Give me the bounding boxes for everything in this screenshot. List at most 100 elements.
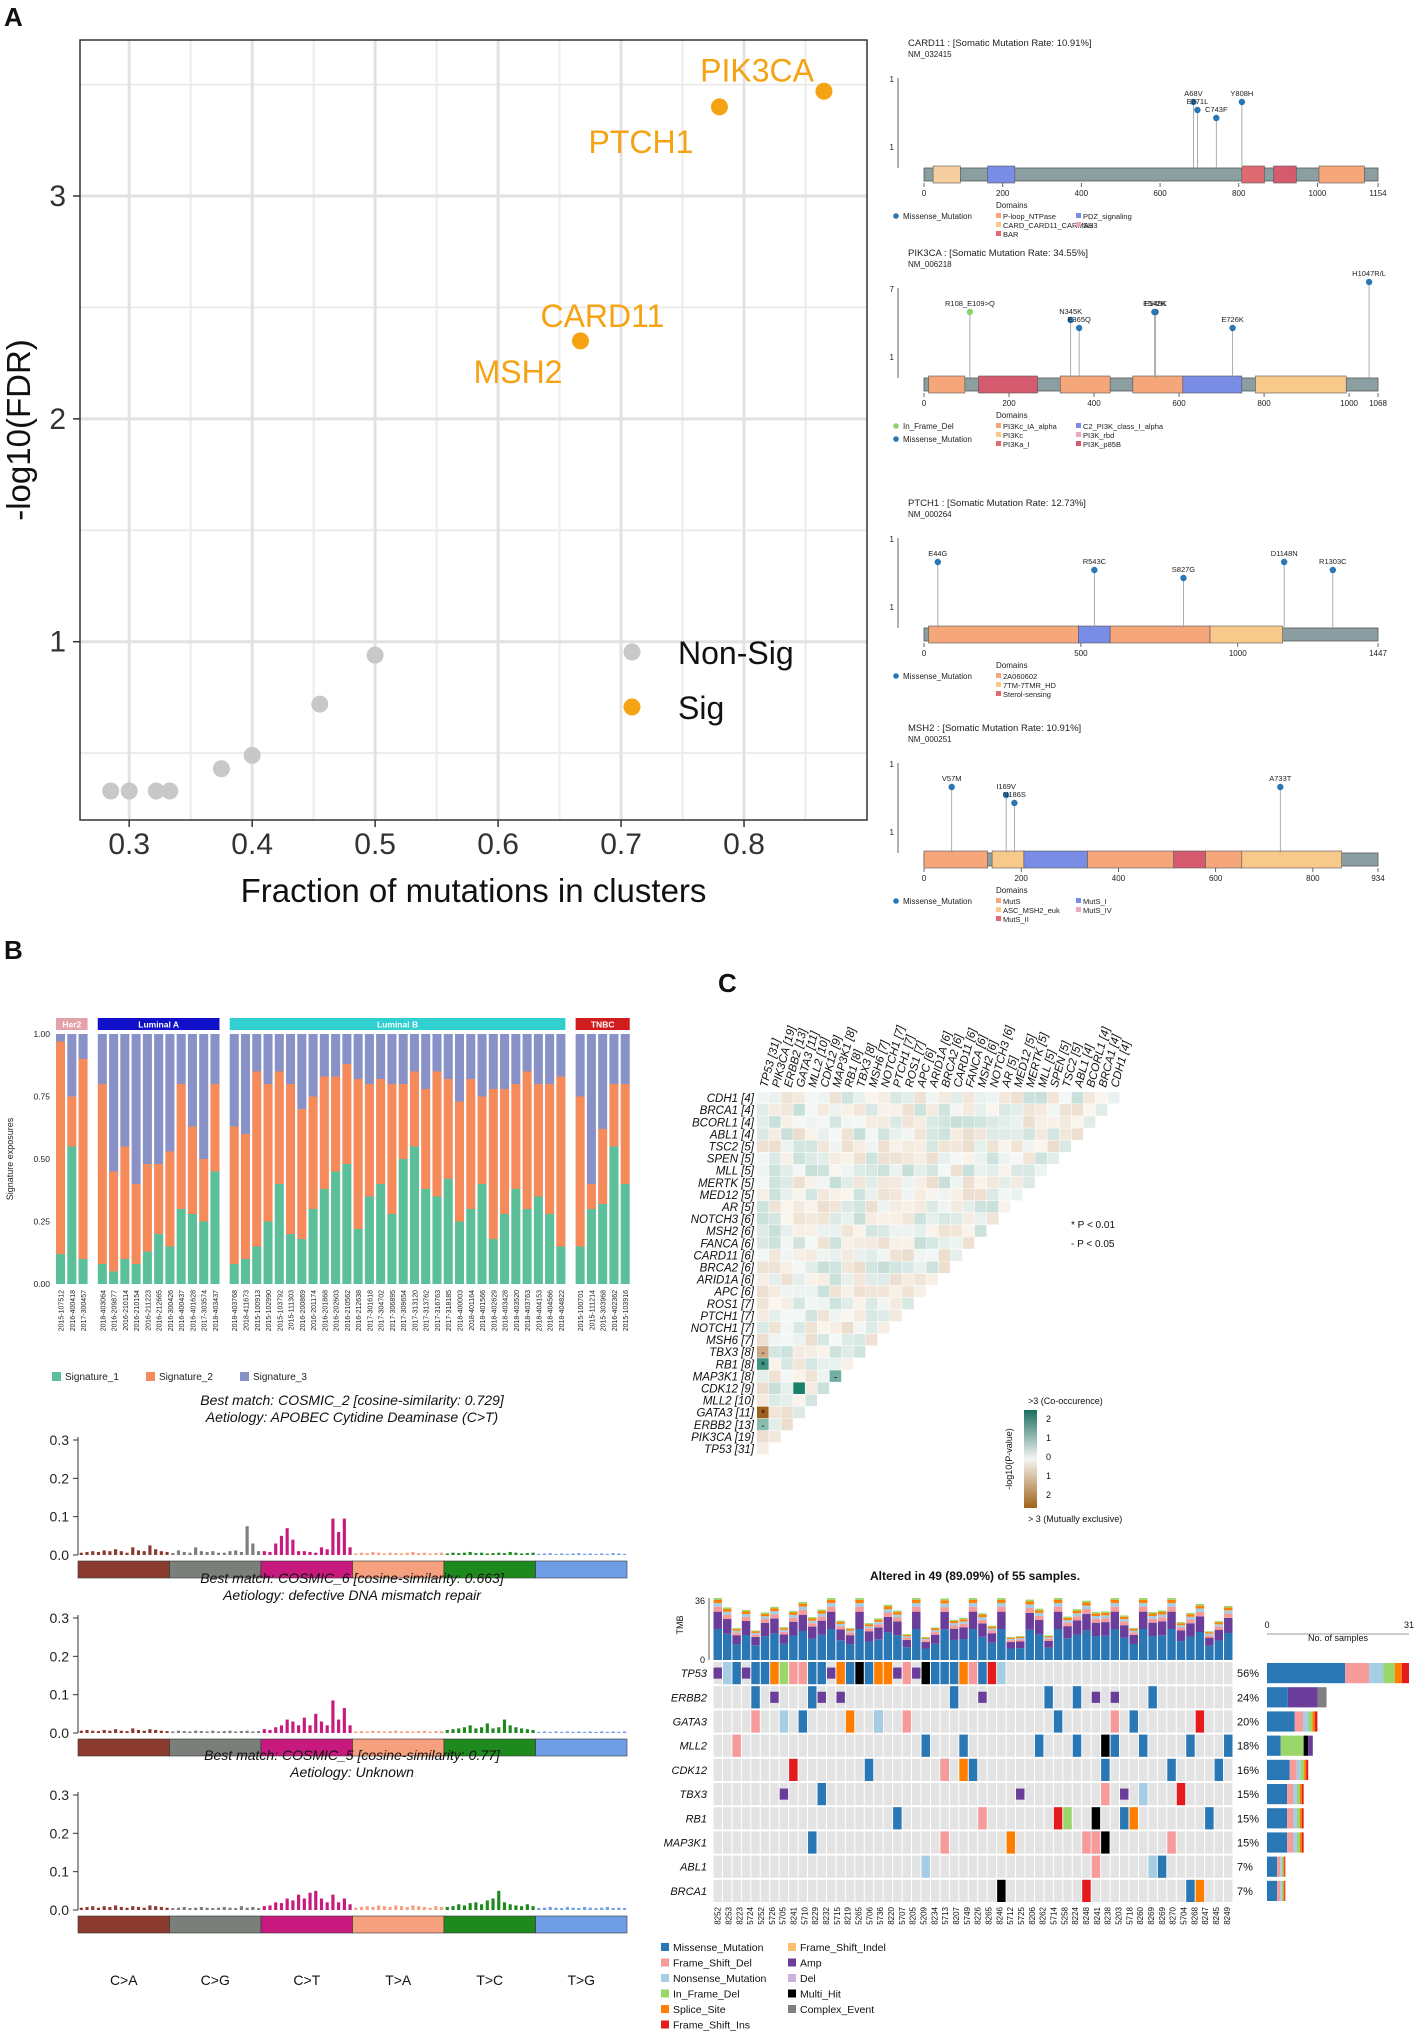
lollipop-xtick-label: 600 xyxy=(1209,874,1223,883)
interaction-cell xyxy=(938,1140,951,1152)
oncoplot-sample-id: 8270 xyxy=(1169,1906,1178,1924)
domain-legend-key xyxy=(996,432,1001,437)
nsamples-bar-segment xyxy=(1300,1759,1305,1780)
interaction-cell xyxy=(962,1116,975,1128)
oncoplot-empty-cell xyxy=(1110,1831,1120,1854)
oncoplot-empty-cell xyxy=(1044,1855,1053,1878)
tmb-bar-segment xyxy=(779,1629,789,1632)
signature-bar xyxy=(525,1553,529,1555)
lollipop-legend-key xyxy=(893,898,899,904)
exposure-bar-segment xyxy=(274,1071,284,1184)
oncoplot-empty-cell xyxy=(883,1807,893,1830)
signature-y-tick-label: 0.2 xyxy=(50,1648,70,1664)
interaction-cell xyxy=(769,1140,781,1152)
interaction-cell xyxy=(1047,1092,1059,1104)
exposure-bar-segment xyxy=(240,1259,251,1284)
oncoplot-empty-cell xyxy=(1044,1879,1053,1902)
signature-bar xyxy=(279,1903,284,1910)
oncoplot-empty-cell xyxy=(1034,1831,1044,1854)
interaction-cell xyxy=(829,1200,842,1213)
signature-bar xyxy=(268,1729,272,1733)
oncoplot-mutation-cell xyxy=(1186,1879,1195,1902)
signature-bar xyxy=(302,1551,306,1555)
oncoplot-mutation-cell xyxy=(997,1662,1006,1685)
interaction-cell xyxy=(805,1152,817,1165)
interaction-cell xyxy=(950,1237,963,1249)
oncoplot-empty-cell xyxy=(1195,1783,1205,1806)
oncoplot-mutation-cell xyxy=(1082,1831,1091,1854)
oncoplot-sample-id: 8246 xyxy=(995,1906,1004,1924)
exposure-sample-label: 2017-313762 xyxy=(424,1290,431,1331)
signature-bar xyxy=(588,1907,592,1910)
oncoplot-empty-cell xyxy=(845,1783,855,1806)
oncoplot-empty-cell xyxy=(1006,1783,1016,1806)
nsamples-bar-segment xyxy=(1284,1880,1286,1901)
oncoplot-empty-cell xyxy=(770,1734,779,1757)
oncoplot-sample-id: 8262 xyxy=(1039,1906,1048,1924)
interaction-cell xyxy=(841,1176,854,1189)
oncoplot-empty-cell xyxy=(1110,1879,1120,1902)
interaction-cell xyxy=(793,1321,805,1334)
oncoplot-empty-cell xyxy=(978,1879,987,1902)
oncoplot-empty-cell xyxy=(1016,1734,1025,1757)
exposure-bar-segment xyxy=(229,1126,239,1264)
tmb-bar-segment xyxy=(978,1636,987,1660)
interaction-cell xyxy=(769,1092,781,1104)
signature-bar xyxy=(611,1553,615,1555)
exposure-sample-label: 2015-107512 xyxy=(59,1290,66,1331)
interaction-cell xyxy=(793,1394,805,1407)
signature-bar xyxy=(319,1898,324,1910)
oncoplot-empty-cell xyxy=(1063,1783,1072,1806)
interaction-cell xyxy=(769,1200,781,1213)
interaction-cell xyxy=(865,1176,878,1189)
oncoplot-empty-cell xyxy=(808,1807,817,1830)
signature-y-tick-label: 0.3 xyxy=(50,1610,70,1626)
interaction-cell xyxy=(1023,1140,1035,1152)
nsamples-bar-segment xyxy=(1301,1808,1304,1829)
interaction-cell xyxy=(999,1176,1011,1189)
tmb-bar-segment xyxy=(1072,1613,1082,1617)
oncoplot-empty-cell xyxy=(1044,1710,1053,1733)
variant-legend-key xyxy=(788,1943,796,1951)
exposure-sample-label: 2015-111303 xyxy=(289,1290,296,1330)
tmb-bar-segment xyxy=(855,1606,864,1612)
oncoplot-empty-cell xyxy=(808,1710,817,1733)
oncoplot-mutation-cell xyxy=(1091,1831,1101,1854)
tmb-bar-segment xyxy=(855,1611,864,1630)
interaction-cell xyxy=(841,1346,854,1358)
tmb-bar-segment xyxy=(1025,1601,1034,1605)
oncoplot-empty-cell xyxy=(779,1831,789,1854)
interaction-cell xyxy=(841,1116,854,1128)
tmb-bar-segment xyxy=(1129,1643,1138,1660)
exposure-sample-label: 2015-100913 xyxy=(255,1290,262,1331)
lollipop-legend-label: Missense_Mutation xyxy=(903,672,972,681)
tmb-bar-segment xyxy=(1138,1599,1148,1603)
interaction-cell xyxy=(1095,1092,1108,1104)
oncoplot-empty-cell xyxy=(722,1831,732,1854)
tmb-bar-segment xyxy=(1157,1610,1167,1612)
oncoplot-mutation-cell xyxy=(902,1710,912,1733)
signature-bar xyxy=(194,1547,198,1555)
interaction-cell xyxy=(769,1346,781,1358)
tmb-bar-segment xyxy=(1129,1632,1138,1636)
interaction-cell xyxy=(878,1104,890,1116)
oncoplot-empty-cell xyxy=(997,1831,1006,1854)
oncoplot-empty-cell xyxy=(1167,1783,1176,1806)
tmb-bar-segment xyxy=(1186,1623,1195,1637)
tmb-bar-segment xyxy=(940,1598,949,1601)
nsamples-bar-segment xyxy=(1287,1784,1294,1805)
domain-legend-key xyxy=(996,898,1001,903)
signature-bar xyxy=(182,1731,186,1733)
signature-bar xyxy=(136,1906,141,1910)
interaction-cell xyxy=(1047,1140,1059,1152)
signature-bar xyxy=(457,1904,461,1910)
signature-bar xyxy=(565,1731,569,1733)
interaction-cell xyxy=(805,1140,817,1152)
oncoplot-empty-cell xyxy=(978,1758,987,1781)
domain-legend-label: Sterol-sensing xyxy=(1003,690,1051,699)
oncoplot-empty-cell xyxy=(722,1710,732,1733)
interaction-cell xyxy=(793,1237,805,1249)
oncoplot-sample-id: 5736 xyxy=(876,1906,885,1924)
oncoplot-empty-cell xyxy=(732,1758,741,1781)
interaction-cell xyxy=(1035,1116,1047,1128)
